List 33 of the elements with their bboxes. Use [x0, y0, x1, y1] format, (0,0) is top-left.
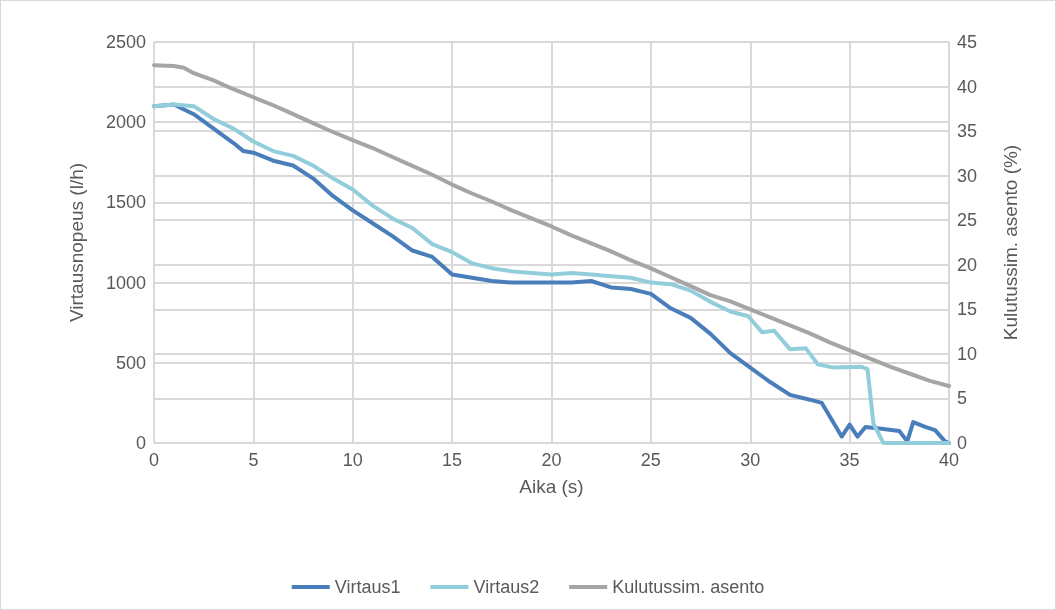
legend-label: Virtaus1 [334, 577, 401, 597]
y2-tick-label: 0 [957, 433, 968, 453]
y-tick-label: 2500 [105, 32, 146, 52]
x-tick-label: 0 [148, 450, 160, 470]
x-tick-label: 10 [342, 450, 363, 470]
legend-label: Virtaus2 [473, 577, 540, 597]
y2-tick-label: 40 [957, 76, 978, 97]
y-axis-title: Virtausnopeus (l/h) [66, 162, 87, 323]
y2-tick-label: 25 [957, 210, 978, 231]
x-tick-label: 15 [442, 450, 463, 470]
y2-tick-label: 15 [957, 299, 978, 320]
x-tick-label: 5 [248, 450, 259, 470]
y2-tick-label: 20 [957, 254, 978, 275]
x-tick-label: 40 [938, 450, 960, 470]
line-series [152, 63, 951, 388]
y-tick-label: 1000 [105, 272, 146, 293]
x-tick-label: 30 [740, 450, 761, 470]
y2-tick-label: 10 [957, 343, 978, 364]
y-tick-label: 1500 [105, 192, 146, 213]
y2-tick-label: 45 [957, 32, 978, 52]
x-tick-label: 20 [541, 450, 562, 470]
y2-tick-label: 30 [957, 165, 978, 186]
y-tick-label: 2000 [105, 112, 146, 133]
x-axis-title: Aika (s) [519, 476, 584, 497]
line-series [152, 102, 951, 445]
x-tick-label: 35 [839, 450, 860, 470]
y-tick-label: 0 [135, 433, 146, 453]
x-tick-label: 25 [640, 450, 661, 470]
legend-label: Kulutussim. asento [612, 577, 765, 597]
y2-tick-label: 35 [957, 121, 978, 142]
y2-axis-title: Kulutussim. asento (%) [1000, 144, 1021, 341]
y2-tick-label: 5 [957, 388, 968, 409]
y-tick-label: 500 [115, 352, 146, 373]
